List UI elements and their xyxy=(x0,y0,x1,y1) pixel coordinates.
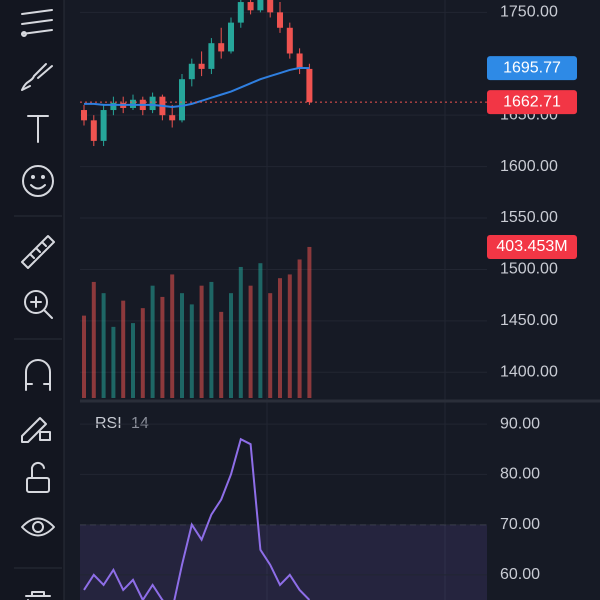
candle-body xyxy=(188,63,195,80)
volume-bar xyxy=(121,300,126,398)
candle-body xyxy=(149,96,156,111)
volume-badge: 403.453M xyxy=(496,238,567,255)
price-tick-label: 1450.00 xyxy=(500,312,558,329)
volume-bar xyxy=(209,281,214,398)
candle-body xyxy=(90,120,97,141)
price-tick-label: 1550.00 xyxy=(500,209,558,226)
current-price-badge-bg xyxy=(487,90,577,115)
candle-body xyxy=(218,43,225,52)
tool-lock-drawings[interactable] xyxy=(21,417,51,443)
rsi-band xyxy=(80,524,487,600)
volume-bar xyxy=(170,274,175,398)
tool-visibility[interactable] xyxy=(21,517,55,537)
tool-magnet[interactable] xyxy=(25,359,51,391)
candle-body xyxy=(110,102,117,111)
tool-unlock[interactable] xyxy=(26,461,50,493)
candle-body xyxy=(228,22,234,52)
moving-average-badge-bg xyxy=(487,56,577,81)
volume-bar xyxy=(238,266,243,398)
volume-bar xyxy=(140,308,145,398)
rsi-tick-label: 80.00 xyxy=(500,466,540,483)
volume-bar xyxy=(82,315,86,398)
candle-body xyxy=(198,63,205,69)
tool-emoji[interactable] xyxy=(22,165,54,197)
tool-ruler[interactable] xyxy=(21,235,55,269)
volume-bar xyxy=(248,285,253,398)
current-price-badge: 1662.71 xyxy=(503,93,561,110)
volume-bar xyxy=(219,311,224,398)
candle-body xyxy=(296,53,303,69)
tool-trend-lines[interactable] xyxy=(21,9,53,37)
candle-body xyxy=(179,79,185,121)
price-tick-label: 1750.00 xyxy=(500,4,558,21)
volume-bar xyxy=(258,263,263,398)
volume-bar xyxy=(189,304,194,398)
candle-body xyxy=(286,27,293,54)
price-tick-label: 1400.00 xyxy=(500,364,558,381)
rsi-tick-label: 70.00 xyxy=(500,516,540,533)
tool-delete[interactable] xyxy=(25,591,51,600)
candle-body xyxy=(130,99,136,108)
volume-bar xyxy=(199,285,204,398)
volume-bar xyxy=(287,274,292,398)
candle-body xyxy=(267,0,274,13)
candle-body xyxy=(81,110,87,121)
candle-body xyxy=(100,110,107,141)
rsi-line xyxy=(83,437,311,600)
candle-body xyxy=(277,12,283,28)
rsi-tick-label: 90.00 xyxy=(500,415,540,432)
candle-body xyxy=(208,43,215,69)
volume-bar xyxy=(131,323,135,398)
candle-body xyxy=(237,2,244,23)
volume-bar xyxy=(278,278,282,398)
tool-zoom[interactable] xyxy=(24,290,53,319)
price-tick-label: 1500.00 xyxy=(500,261,558,278)
volume-bar xyxy=(229,293,233,398)
volume-bar xyxy=(268,293,273,398)
moving-average-badge: 1695.77 xyxy=(503,59,561,76)
tool-text[interactable] xyxy=(27,115,49,143)
rsi-pane xyxy=(80,423,487,600)
volume-bar xyxy=(160,296,165,398)
candle-body xyxy=(247,2,254,11)
candle-body xyxy=(169,115,176,121)
volume-bar xyxy=(91,281,96,398)
volume-bar xyxy=(150,285,155,398)
volume-badge-bg xyxy=(487,234,577,259)
candle-body xyxy=(306,68,313,103)
toolbar xyxy=(0,0,64,600)
volume-bar xyxy=(180,293,184,398)
candle-body xyxy=(257,0,264,11)
volume-bar xyxy=(297,259,302,398)
volume-bar xyxy=(307,246,312,398)
volume-bar xyxy=(101,293,106,398)
tool-brush[interactable] xyxy=(21,63,53,91)
volume-bar xyxy=(111,326,116,398)
rsi-tick-label: 60.00 xyxy=(500,566,540,583)
price-tick-label: 1600.00 xyxy=(500,158,558,175)
